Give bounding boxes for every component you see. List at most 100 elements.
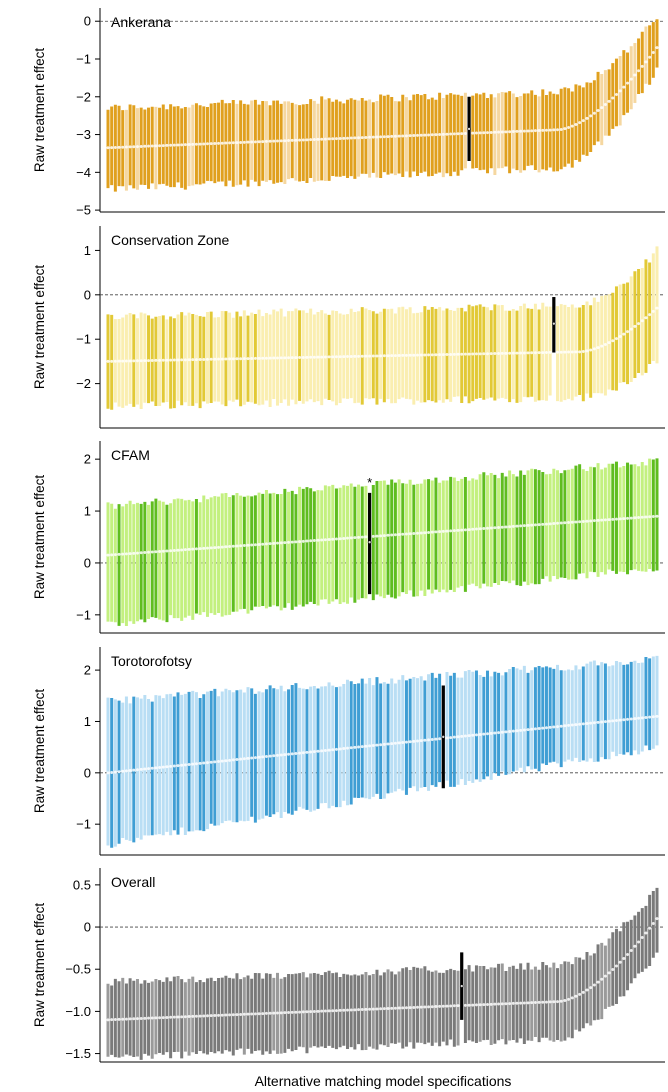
point-estimate xyxy=(124,359,128,363)
panel-conservation-zone: 1 0 −1 −2 Raw treatment effect Conservation Z… xyxy=(32,226,665,429)
point-estimate xyxy=(150,766,154,770)
point-estimate xyxy=(323,748,327,752)
point-estimate xyxy=(401,532,405,536)
point-estimate xyxy=(478,352,482,356)
point-estimate xyxy=(651,715,655,719)
y-tick-label: −2 xyxy=(76,89,91,104)
point-estimate xyxy=(202,1014,206,1018)
point-estimate xyxy=(117,145,121,149)
point-estimate xyxy=(176,1015,180,1019)
point-estimate xyxy=(474,1003,478,1007)
point-estimate xyxy=(511,351,515,355)
point-estimate xyxy=(124,769,128,773)
point-estimate xyxy=(338,136,342,140)
point-estimate xyxy=(180,548,184,552)
point-estimate xyxy=(279,753,283,757)
point-estimate xyxy=(191,142,195,146)
point-estimate xyxy=(386,135,390,139)
point-estimate xyxy=(231,1013,235,1017)
point-estimate xyxy=(364,744,368,748)
point-estimate xyxy=(637,322,641,326)
point-estimate xyxy=(172,1015,176,1019)
point-estimate xyxy=(106,146,110,150)
point-estimate xyxy=(622,517,626,521)
point-estimate xyxy=(128,769,132,773)
point-estimate xyxy=(456,132,460,136)
point-estimate xyxy=(526,728,530,732)
point-estimate xyxy=(563,998,567,1002)
point-estimate xyxy=(231,357,235,361)
point-estimate xyxy=(327,355,331,359)
point-estimate xyxy=(224,545,228,549)
y-tick-label: 0 xyxy=(84,14,91,29)
point-estimate xyxy=(121,145,125,149)
point-estimate xyxy=(172,764,176,768)
point-estimate xyxy=(423,531,427,535)
point-estimate xyxy=(533,1001,537,1005)
point-estimate xyxy=(578,350,582,354)
point-estimate xyxy=(648,515,652,519)
point-estimate xyxy=(323,355,327,359)
point-estimate xyxy=(581,990,585,994)
point-estimate xyxy=(611,96,615,100)
point-estimate xyxy=(338,1008,342,1012)
point-estimate xyxy=(334,137,338,141)
point-estimate xyxy=(279,139,283,143)
point-estimate xyxy=(419,1005,423,1009)
point-estimate xyxy=(390,354,394,358)
significance-annotation: * xyxy=(367,475,372,490)
point-estimate xyxy=(567,723,571,727)
point-estimate xyxy=(161,144,165,148)
point-estimate xyxy=(438,530,442,534)
point-estimate xyxy=(150,359,154,363)
point-estimate xyxy=(176,548,180,552)
point-estimate xyxy=(574,723,578,727)
point-estimate xyxy=(434,353,438,357)
point-estimate xyxy=(209,142,213,146)
point-estimate xyxy=(382,354,386,358)
y-tick-label: −3 xyxy=(76,127,91,142)
point-estimate xyxy=(172,548,176,552)
point-estimate xyxy=(121,769,125,773)
point-estimate xyxy=(603,720,607,724)
point-estimate xyxy=(556,350,560,354)
point-estimate xyxy=(290,138,294,142)
point-estimate xyxy=(147,767,151,771)
point-estimate xyxy=(268,1011,272,1015)
point-estimate xyxy=(217,357,221,361)
y-tick-label: −1.5 xyxy=(65,1046,91,1061)
point-estimate xyxy=(338,537,342,541)
point-estimate xyxy=(272,754,276,758)
point-estimate xyxy=(320,538,324,542)
point-estimate xyxy=(198,142,202,146)
point-estimate xyxy=(316,355,320,359)
point-estimate xyxy=(279,541,283,545)
point-estimate xyxy=(596,518,600,522)
point-estimate xyxy=(401,353,405,357)
point-estimate xyxy=(169,143,173,147)
point-estimate xyxy=(250,543,254,547)
point-estimate xyxy=(603,103,607,107)
point-estimate xyxy=(644,515,648,519)
point-estimate xyxy=(393,741,397,745)
point-estimate xyxy=(143,144,147,148)
point-estimate xyxy=(430,1005,434,1009)
point-estimate xyxy=(637,516,641,520)
point-estimate xyxy=(386,742,390,746)
point-estimate xyxy=(191,762,195,766)
point-estimate xyxy=(158,358,162,362)
point-estimate xyxy=(121,1017,125,1021)
point-estimate xyxy=(246,140,250,144)
point-estimate xyxy=(364,354,368,358)
point-estimate xyxy=(331,137,335,141)
point-estimate xyxy=(386,1006,390,1010)
point-estimate xyxy=(452,1004,456,1008)
point-estimate xyxy=(320,355,324,359)
point-estimate xyxy=(519,129,523,133)
point-estimate xyxy=(165,549,169,553)
point-estimate xyxy=(353,136,357,140)
point-estimate xyxy=(257,140,261,144)
point-estimate xyxy=(567,997,571,1001)
point-estimate xyxy=(541,726,545,730)
point-estimate xyxy=(305,750,309,754)
